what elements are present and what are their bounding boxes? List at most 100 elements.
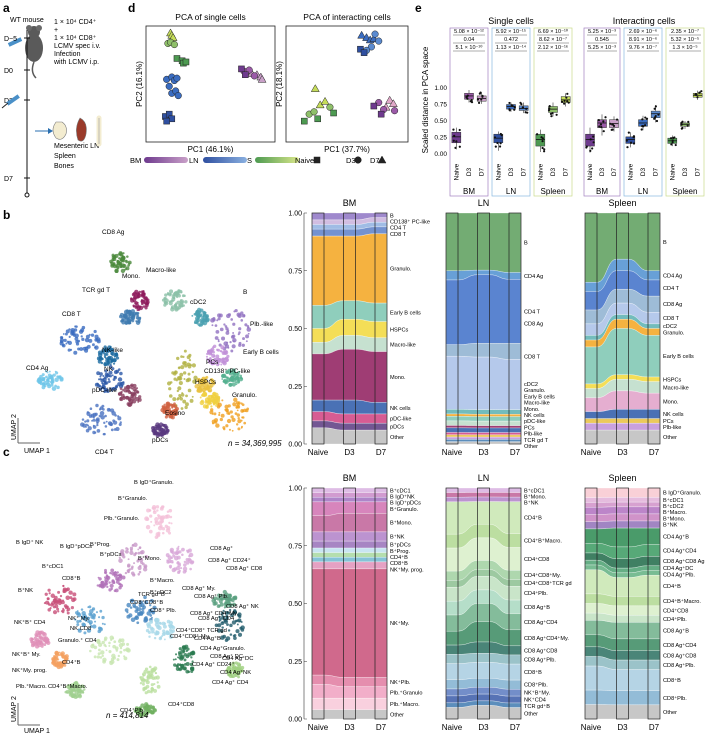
umap-point	[170, 415, 173, 418]
alluvial-label: B IgD⁺NK	[390, 494, 415, 501]
facet-title: BM	[343, 198, 357, 208]
umap-point	[46, 597, 50, 601]
umap-point	[85, 428, 90, 433]
umap-point	[93, 613, 96, 616]
umap-point	[212, 346, 215, 349]
umap-point	[152, 504, 157, 510]
umap-point	[46, 371, 49, 374]
umap-point	[133, 605, 136, 609]
umap-point	[143, 564, 148, 569]
pca-point	[385, 95, 395, 104]
umap-point	[143, 616, 148, 621]
alluvial-band	[584, 689, 661, 706]
umap-point	[139, 557, 144, 562]
umap-point	[209, 390, 212, 393]
umap-point	[130, 617, 136, 623]
umap-cluster-label: TCR gd T	[82, 287, 110, 294]
alluvial-band	[445, 432, 522, 436]
pca-point	[330, 109, 337, 117]
umap-cluster	[214, 608, 245, 642]
group-frame	[491, 27, 531, 197]
umap-point	[220, 345, 225, 350]
box-point	[496, 141, 499, 145]
umap-point	[129, 550, 134, 555]
alluvial-stratum	[343, 212, 356, 445]
umap-point	[118, 558, 123, 563]
umap-point	[214, 418, 219, 423]
box-category: Naive	[627, 163, 634, 180]
umap-point	[163, 403, 166, 406]
umap-cluster-label: CD4 Ag⁺ CD24⁺	[192, 661, 235, 668]
umap-point	[65, 689, 70, 694]
x-tick-label: D7	[649, 448, 660, 457]
umap-point	[185, 394, 188, 398]
umap-point	[100, 580, 105, 586]
box-category: D3	[599, 167, 606, 176]
umap-point	[71, 331, 76, 336]
umap-point	[103, 390, 107, 394]
umap-point	[221, 614, 224, 617]
alluvial-band	[584, 423, 661, 431]
umap-point	[200, 399, 204, 403]
alluvial-stratum	[584, 212, 598, 445]
box-point	[592, 135, 595, 138]
umap-cluster-label: CD8 Ag⁺ DC	[210, 653, 243, 660]
umap-point	[154, 427, 157, 430]
umap-cluster	[74, 605, 106, 635]
umap-point	[112, 644, 117, 649]
umap-point	[236, 623, 239, 626]
umap-point	[157, 515, 162, 520]
box-category: D7	[563, 167, 570, 176]
pca-point	[310, 84, 320, 92]
pca-title: PCA of interacting cells	[303, 12, 390, 22]
umap-point	[57, 610, 60, 613]
umap-point	[81, 337, 85, 342]
umap-cluster-label: CD4 Ag⁺DC	[222, 655, 253, 662]
umap-point	[211, 353, 216, 358]
umap-point	[192, 379, 197, 384]
legend-marker	[354, 156, 362, 164]
umap-point	[169, 515, 173, 519]
alluvial-band	[584, 520, 661, 530]
umap-point	[144, 516, 149, 521]
umap-point	[99, 378, 102, 381]
umap-point	[178, 380, 183, 386]
umap-point	[106, 407, 111, 412]
umap-point	[114, 268, 119, 273]
umap-cluster-label: CD4 Ag⁺B	[194, 635, 221, 642]
umap-point	[224, 638, 229, 642]
box-point	[476, 98, 480, 101]
umap-point	[43, 602, 46, 605]
umap-point	[185, 661, 190, 667]
umap-point	[159, 524, 163, 529]
umap-point	[82, 691, 85, 694]
umap-point	[59, 377, 64, 382]
box-point	[508, 109, 511, 112]
x-tick-label: D7	[376, 448, 387, 457]
umap-point	[217, 623, 222, 628]
x-tick-label: D3	[344, 448, 355, 457]
umap-point	[137, 558, 140, 561]
umap-cluster-label: CD4⁺CD8⁺ My.	[170, 633, 210, 640]
umap-point	[57, 599, 63, 604]
y-tick-label: 1.00	[288, 486, 302, 493]
umap-point	[126, 602, 131, 608]
p-value: 1.3 × 10⁻⁵	[672, 44, 697, 51]
umap-point	[138, 570, 142, 574]
alluvial-band	[311, 513, 388, 533]
umap-point	[233, 611, 236, 614]
umap-cluster-label: CD8 Ag	[102, 229, 125, 236]
umap-point	[86, 628, 92, 633]
umap-point	[174, 370, 178, 375]
alluvial-label: cDC2	[524, 382, 538, 388]
umap-point	[110, 428, 114, 432]
umap-cluster-label: CD8 Ag⁺ CD24⁺	[208, 557, 251, 564]
box-point	[598, 125, 601, 128]
umap-point	[153, 676, 158, 680]
umap-point	[176, 296, 179, 299]
umap-point	[146, 298, 149, 301]
umap-point	[233, 377, 237, 381]
umap-point	[171, 404, 176, 408]
umap-point	[109, 363, 112, 366]
box-point	[681, 126, 684, 130]
